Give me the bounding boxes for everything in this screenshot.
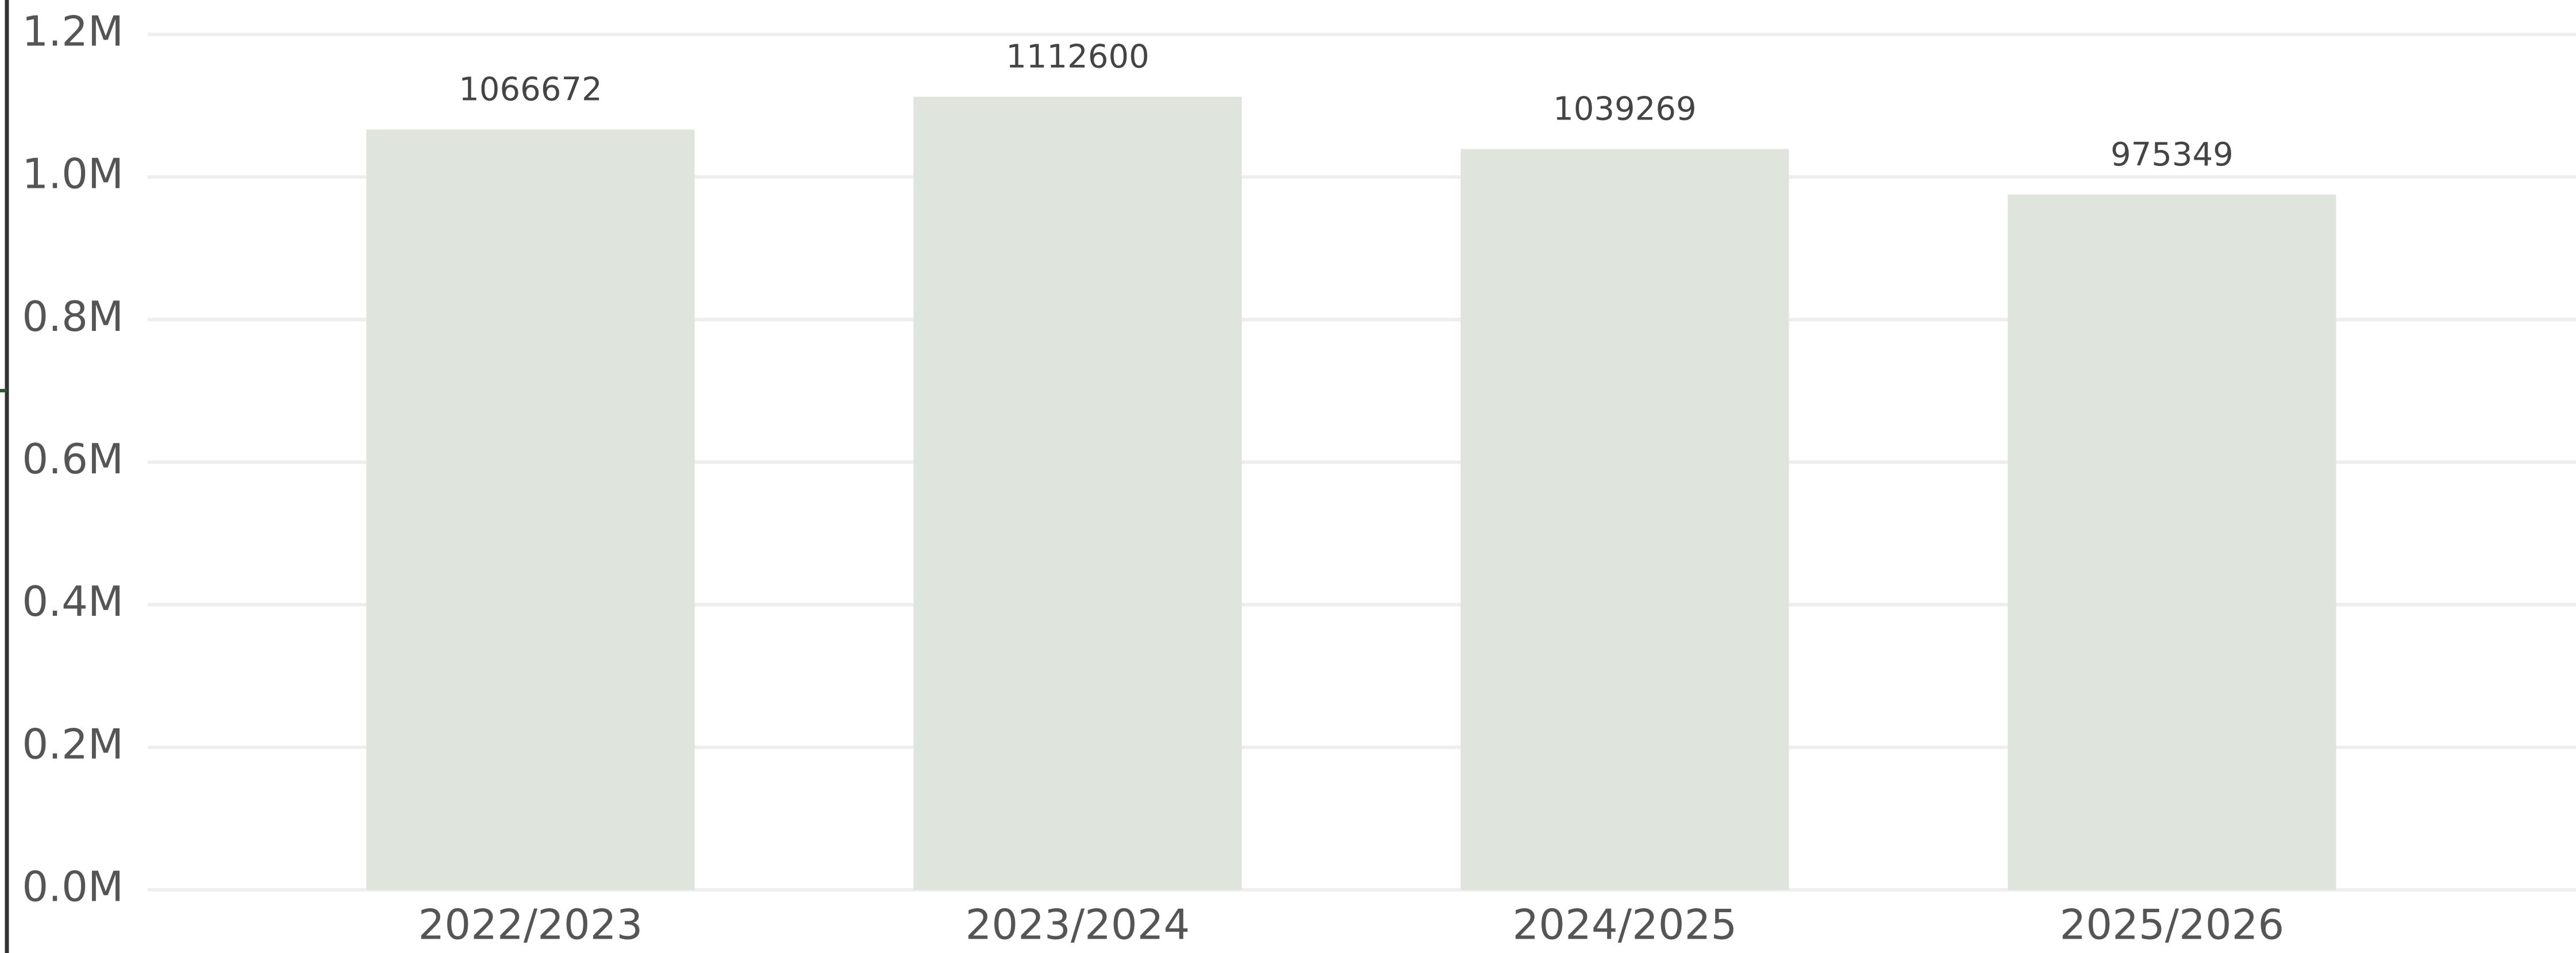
bar <box>2008 194 2336 890</box>
x-tick-label: 2022/2023 <box>418 901 643 949</box>
x-tick-label: 2023/2024 <box>966 901 1190 949</box>
y-tick-label: 0.4M <box>22 577 124 626</box>
y-tick-label: 0.0M <box>22 863 124 911</box>
x-tick-label: 2024/2025 <box>1513 901 1737 949</box>
bar <box>366 129 695 890</box>
y-tick-label: 1.2M <box>22 7 124 56</box>
bar <box>913 97 1242 890</box>
x-tick-label: 2025/2026 <box>2060 901 2285 949</box>
y-tick-label: 0.8M <box>22 292 124 341</box>
data-label: 1039269 <box>1553 91 1696 128</box>
data-label: 975349 <box>2110 136 2233 173</box>
data-label: 1112600 <box>1006 38 1149 76</box>
data-label: 1066672 <box>459 71 602 109</box>
y-tick-label: 0.6M <box>22 435 124 483</box>
y-tick-label: 1.0M <box>22 150 124 198</box>
y-tick-label: 0.2M <box>22 720 124 768</box>
bar <box>1460 149 1789 890</box>
